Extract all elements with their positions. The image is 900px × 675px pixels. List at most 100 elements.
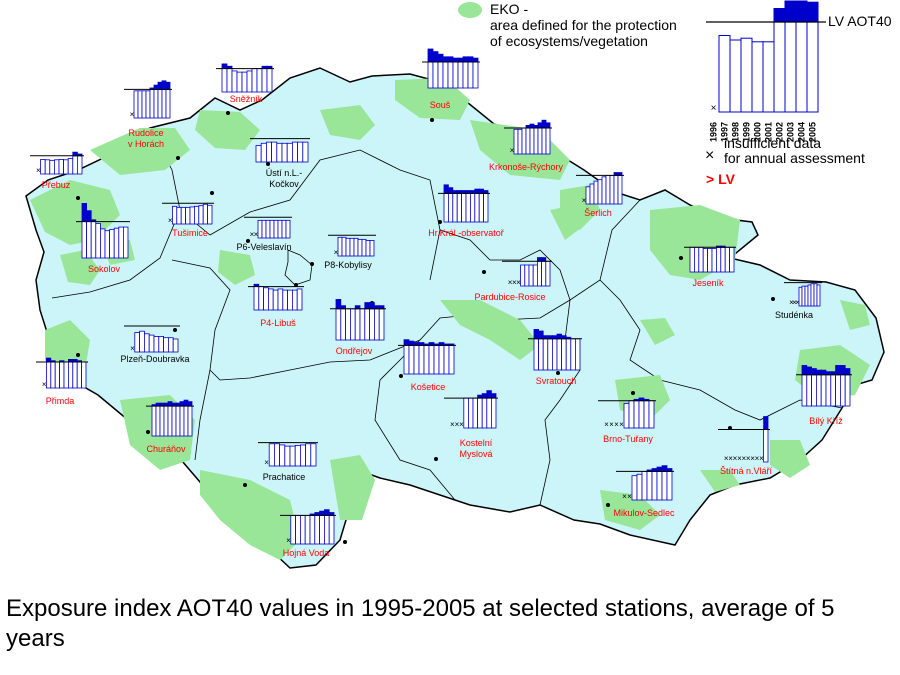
aot40-bar	[798, 286, 803, 307]
legend-year: 1998	[731, 122, 741, 142]
aot40-bar-exceed	[437, 53, 444, 63]
station-label: Hr.Král.-observatoř	[428, 228, 505, 238]
aot40-bar	[345, 308, 351, 341]
aot40-bar-exceed	[656, 466, 663, 472]
aot40-bar	[176, 206, 182, 225]
station-chart: Sokolov	[76, 202, 130, 274]
aot40-bar	[638, 400, 645, 429]
aot40-bar	[137, 90, 143, 119]
aot40-bar	[661, 470, 668, 501]
aot40-bar	[179, 405, 185, 437]
station-chart: Hr.Král.-observatoř	[428, 184, 505, 238]
aot40-bar	[148, 334, 155, 353]
aot40-bar	[297, 141, 304, 163]
aot40-bar	[477, 397, 483, 429]
station-label: Myslová	[459, 449, 492, 459]
legend-eko-line2: of ecosystems/vegetation	[490, 33, 648, 49]
aot40-bar	[437, 61, 444, 89]
aot40-bar	[556, 338, 562, 371]
aot40-bar	[443, 192, 449, 223]
aot40-bar	[134, 332, 141, 353]
aot40-bar	[310, 443, 317, 467]
aot40-bar	[813, 283, 818, 307]
aot40-bar	[666, 470, 673, 501]
aot40-bar	[81, 221, 87, 259]
legend-year: 1997	[720, 122, 730, 142]
legend-year: 2002	[775, 122, 785, 142]
legend-bar	[806, 21, 819, 113]
aot40-bar-exceed	[179, 401, 185, 407]
aot40-bar	[357, 238, 363, 257]
aot40-bar	[716, 246, 722, 273]
aot40-bar	[143, 333, 150, 353]
legend-year: 2000	[753, 122, 763, 142]
aot40-bar	[314, 515, 320, 545]
aot40-bar	[613, 174, 619, 205]
aot40-bar	[149, 89, 155, 119]
station-label: Kostelní	[460, 438, 493, 448]
aot40-bar	[525, 127, 531, 155]
aot40-bar	[438, 344, 445, 375]
insufficient-marker: ×	[36, 166, 41, 175]
legend: EKO - area defined for the protection of…	[458, 0, 892, 187]
aot40-bar	[163, 337, 169, 353]
aot40-bar	[309, 515, 316, 545]
aot40-bar	[835, 374, 841, 407]
legend-year: 1999	[742, 122, 752, 142]
aot40-bar	[284, 445, 291, 467]
aot40-bar	[302, 141, 309, 163]
aot40-bar	[349, 237, 355, 257]
station-chart: × × × × × × × × ×Štítná n.Vláří	[718, 416, 773, 476]
insufficient-marker: ×	[711, 103, 717, 114]
aot40-bar	[153, 89, 159, 119]
aot40-bar	[825, 374, 832, 407]
aot40-bar	[281, 219, 287, 239]
aot40-bar	[299, 515, 306, 545]
aot40-bar	[418, 344, 425, 375]
insufficient-marker: ×	[627, 492, 632, 501]
station-label: Hojná Voda	[283, 548, 330, 558]
aot40-bar	[118, 226, 124, 259]
insufficient-marker: ×	[168, 216, 173, 225]
station-label: P6-Veleslavín	[236, 242, 291, 252]
insufficient-marker: ×	[582, 196, 587, 205]
aot40-bar-exceed	[490, 393, 497, 399]
aot40-bar	[157, 89, 163, 119]
aot40-bar	[167, 337, 174, 353]
aot40-bar	[481, 397, 488, 429]
aot40-bar	[167, 405, 173, 437]
aot40-bar	[58, 159, 64, 175]
aot40-bar	[90, 221, 97, 259]
insufficient-marker: ×	[750, 454, 755, 463]
aot40-bar	[340, 308, 346, 341]
aot40-bar-exceed	[556, 333, 562, 340]
aot40-bar	[361, 238, 367, 257]
insufficient-marker: ×	[250, 230, 255, 239]
aot40-bar	[442, 61, 449, 89]
aot40-bar	[575, 338, 581, 371]
station-chart: ×××Studénka	[775, 282, 822, 320]
aot40-bar	[289, 445, 296, 467]
legend-year: 2003	[786, 122, 796, 142]
insufficient-marker: ×	[254, 230, 259, 239]
aot40-bar	[287, 289, 293, 311]
aot40-bar	[820, 374, 827, 407]
aot40-bar	[304, 515, 311, 545]
station-chart: × Tušimice	[162, 202, 214, 238]
aot40-bar	[273, 443, 280, 467]
aot40-bar	[319, 515, 325, 545]
aot40-bar	[428, 344, 435, 375]
aot40-bar-exceed	[537, 122, 543, 129]
aot40-bar	[139, 330, 145, 353]
aot40-bar	[478, 192, 485, 223]
aot40-bar	[268, 443, 275, 467]
aot40-bar	[589, 183, 595, 205]
aot40-bar-exceed	[157, 81, 163, 90]
aot40-bar	[265, 219, 271, 239]
aot40-bar	[724, 246, 731, 273]
aot40-bar	[702, 248, 709, 273]
aot40-bar-exceed	[816, 369, 822, 376]
aot40-bar	[276, 142, 283, 163]
